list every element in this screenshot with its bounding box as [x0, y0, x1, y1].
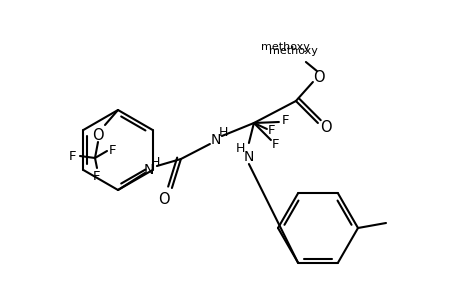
Text: F: F: [272, 139, 279, 152]
Text: H: H: [219, 125, 228, 139]
Text: methoxy: methoxy: [261, 42, 310, 52]
Text: O: O: [92, 128, 104, 142]
Text: O: O: [158, 191, 169, 206]
Text: F: F: [281, 115, 289, 128]
Text: N: N: [143, 163, 154, 177]
Text: F: F: [69, 149, 77, 163]
Text: H: H: [236, 142, 245, 155]
Text: F: F: [109, 143, 117, 157]
Text: N: N: [210, 133, 221, 147]
Text: O: O: [319, 121, 331, 136]
Text: N: N: [243, 150, 253, 164]
Text: methoxy: methoxy: [269, 46, 318, 56]
Text: F: F: [268, 124, 275, 137]
Text: O: O: [313, 70, 324, 86]
Text: F: F: [93, 169, 101, 182]
Text: H: H: [151, 157, 160, 169]
